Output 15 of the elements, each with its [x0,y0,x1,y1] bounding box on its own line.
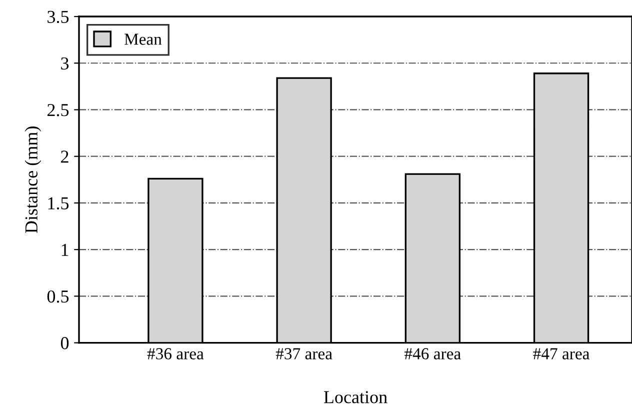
y-tick-label: 2.5 [48,104,69,116]
y-tick-label: 0 [60,337,69,350]
y-tick-label: 2 [61,150,68,163]
y-axis-title: Distance (mm) [24,126,42,234]
x-tick-label: #47 area [533,348,590,360]
x-axis-title: Location [324,391,388,404]
y-tick-label: 0.5 [47,290,69,303]
y-tick-label: 1.5 [48,197,69,210]
x-tick-label: #46 area [404,348,461,360]
legend-label: Mean [124,34,162,45]
y-tick-label: 3.5 [48,10,69,24]
y-tick-label: 1 [62,244,68,256]
x-tick-label: #37 area [276,348,332,360]
x-tick-label: #36 area [147,348,204,360]
y-tick-label: 3 [61,57,69,70]
